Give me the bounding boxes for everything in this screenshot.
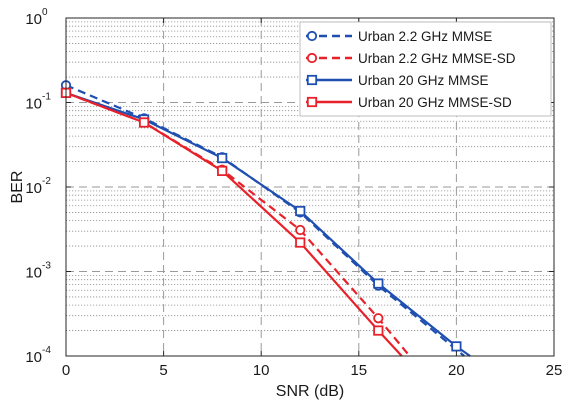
y-tick-exponent: 0	[42, 7, 48, 18]
x-tick-label: 10	[253, 362, 270, 379]
legend-entry: Urban 20 GHz MMSE-SD	[306, 95, 512, 110]
y-tick-exponent: -4	[42, 345, 51, 356]
x-tick-label: 25	[546, 362, 563, 379]
legend-box	[299, 21, 552, 117]
y-tick-label: 10	[25, 349, 42, 366]
legend: Urban 2.2 GHz MMSE Urban 2.2 GHz MMSE-SD U…	[299, 21, 552, 117]
legend-marker	[306, 52, 318, 64]
x-axis-label: SNR (dB)	[276, 383, 344, 400]
data-point	[295, 224, 306, 236]
legend-label: Urban 20 GHz MMSE	[358, 73, 489, 88]
y-tick-exponent: -2	[42, 176, 51, 187]
data-point	[217, 152, 228, 164]
x-tick-label: 0	[62, 362, 70, 379]
y-tick-label: 10	[25, 265, 42, 282]
legend-entry: Urban 2.2 GHz MMSE	[306, 29, 492, 44]
x-tick-label: 15	[350, 362, 367, 379]
data-point	[451, 341, 462, 352]
data-point	[295, 237, 306, 248]
legend-marker	[306, 96, 318, 108]
y-axis-label: BER	[9, 171, 26, 204]
data-point	[373, 313, 384, 324]
data-point	[373, 278, 384, 289]
legend-label: Urban 2.2 GHz MMSE	[358, 29, 492, 44]
y-tick-exponent: -3	[42, 261, 51, 272]
x-tick-label: 20	[448, 362, 465, 379]
y-tick-label: 10	[25, 180, 42, 197]
legend-entry: Urban 20 GHz MMSE	[306, 73, 489, 88]
data-point	[373, 325, 384, 336]
y-tick-label: 10	[25, 96, 42, 113]
legend-label: Urban 2.2 GHz MMSE-SD	[358, 51, 516, 66]
data-point	[138, 117, 150, 128]
x-tick-label: 5	[159, 362, 167, 379]
series-line	[65, 84, 465, 357]
legend-label: Urban 20 GHz MMSE-SD	[358, 95, 512, 110]
series-group	[60, 80, 471, 357]
data-point	[295, 205, 306, 217]
y-tick-exponent: -1	[42, 92, 51, 103]
data-point	[217, 165, 228, 177]
legend-marker	[306, 30, 318, 42]
legend-marker	[306, 74, 318, 86]
y-tick-label: 10	[25, 11, 42, 28]
legend-entry: Urban 2.2 GHz MMSE-SD	[306, 51, 516, 66]
